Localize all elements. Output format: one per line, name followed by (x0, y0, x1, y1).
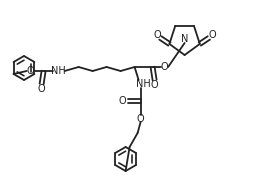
Text: O: O (27, 66, 34, 76)
Text: O: O (150, 80, 158, 90)
Text: NH: NH (51, 66, 66, 76)
Text: O: O (153, 30, 161, 40)
Text: O: O (160, 62, 168, 72)
Text: NH: NH (136, 79, 150, 89)
Text: O: O (38, 84, 45, 94)
Text: N: N (180, 34, 187, 44)
Text: O: O (136, 114, 144, 124)
Text: O: O (118, 96, 126, 106)
Text: O: O (207, 30, 215, 40)
